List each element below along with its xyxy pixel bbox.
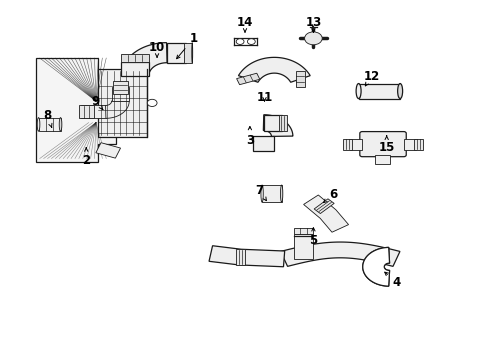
Bar	[98, 69, 147, 137]
Text: 12: 12	[364, 69, 380, 86]
Ellipse shape	[37, 118, 40, 131]
Polygon shape	[39, 118, 61, 131]
Polygon shape	[264, 115, 282, 131]
Polygon shape	[404, 139, 416, 149]
Polygon shape	[414, 139, 423, 149]
Polygon shape	[350, 139, 362, 149]
Polygon shape	[363, 247, 390, 286]
Text: 2: 2	[82, 148, 90, 167]
Ellipse shape	[261, 185, 263, 202]
Text: 9: 9	[92, 95, 103, 110]
Polygon shape	[122, 54, 149, 62]
Polygon shape	[263, 115, 293, 136]
Text: 11: 11	[256, 91, 272, 104]
Text: 4: 4	[385, 272, 401, 289]
Polygon shape	[253, 136, 274, 151]
Polygon shape	[363, 247, 390, 286]
Ellipse shape	[280, 185, 283, 202]
Polygon shape	[343, 139, 352, 149]
Text: 1: 1	[176, 32, 198, 59]
Circle shape	[147, 99, 157, 107]
Polygon shape	[167, 42, 186, 63]
Ellipse shape	[59, 118, 62, 131]
Text: 7: 7	[256, 184, 267, 201]
Circle shape	[236, 39, 244, 44]
Text: 5: 5	[309, 228, 318, 247]
FancyBboxPatch shape	[360, 132, 406, 157]
Ellipse shape	[398, 84, 403, 99]
Polygon shape	[81, 105, 106, 118]
Text: 6: 6	[323, 188, 337, 203]
Polygon shape	[122, 42, 167, 76]
Text: 8: 8	[43, 109, 52, 127]
Polygon shape	[314, 199, 334, 213]
Polygon shape	[279, 115, 287, 131]
Polygon shape	[184, 42, 192, 63]
Polygon shape	[122, 62, 149, 76]
Polygon shape	[281, 242, 400, 266]
Ellipse shape	[356, 84, 361, 99]
Polygon shape	[79, 105, 94, 118]
Polygon shape	[236, 249, 245, 265]
Polygon shape	[239, 57, 310, 82]
Polygon shape	[105, 101, 129, 118]
Text: 15: 15	[378, 136, 395, 154]
Polygon shape	[375, 155, 390, 164]
Text: 10: 10	[149, 41, 165, 57]
Polygon shape	[112, 87, 129, 101]
Polygon shape	[262, 185, 282, 202]
Text: 3: 3	[246, 126, 254, 147]
Polygon shape	[36, 58, 116, 162]
Circle shape	[305, 32, 322, 45]
Text: 14: 14	[237, 16, 253, 32]
Polygon shape	[359, 84, 400, 99]
Polygon shape	[304, 195, 348, 232]
Circle shape	[247, 39, 255, 44]
Polygon shape	[209, 246, 285, 267]
Polygon shape	[96, 143, 121, 158]
Ellipse shape	[192, 42, 193, 63]
Polygon shape	[294, 234, 314, 259]
Polygon shape	[113, 81, 128, 94]
Polygon shape	[237, 73, 260, 85]
Polygon shape	[294, 228, 314, 234]
Polygon shape	[296, 71, 305, 87]
Text: 13: 13	[305, 16, 321, 32]
